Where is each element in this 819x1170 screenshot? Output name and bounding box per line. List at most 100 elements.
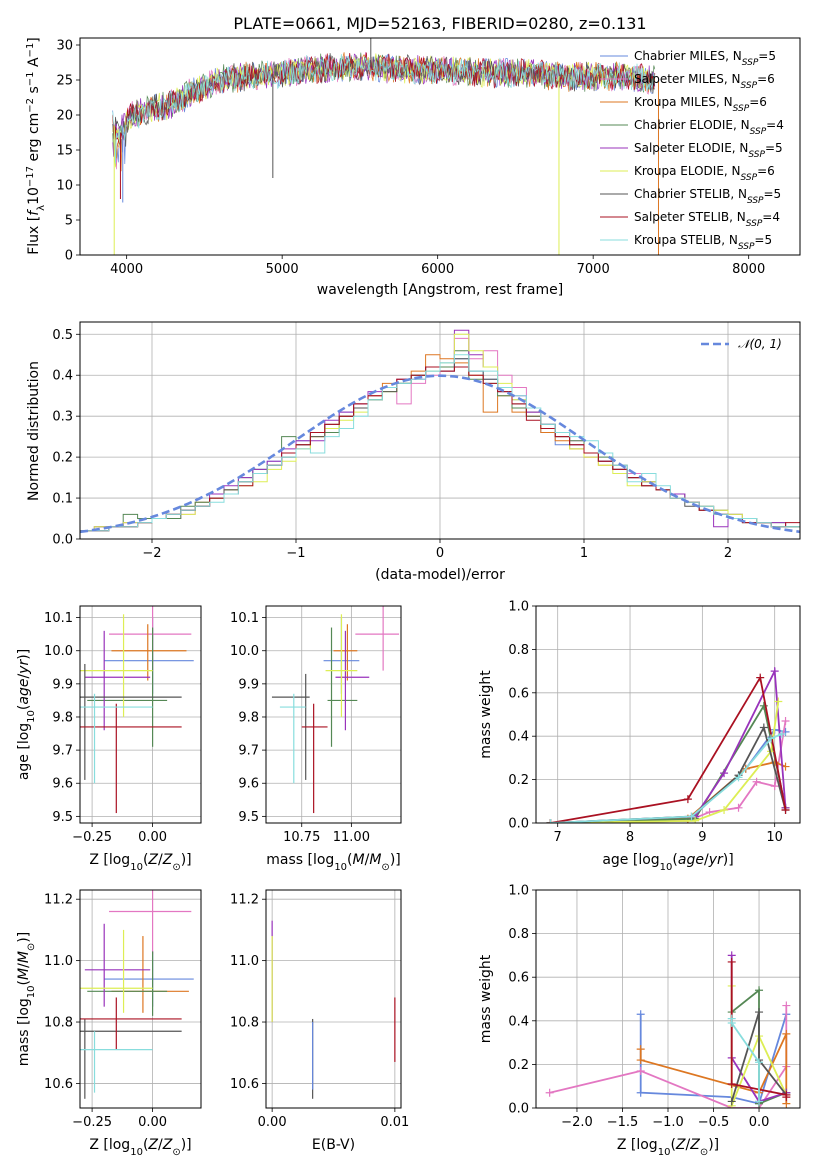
x-tick-label: 2 xyxy=(724,546,732,561)
legend-text: Salpeter ELODIE, N xyxy=(634,141,748,155)
legend-entry: Chabrier STELIB, NSSP=5 xyxy=(634,187,781,206)
label-part: wavelength [Angstrom, rest frame] xyxy=(317,282,563,298)
y-tick-label: 0.2 xyxy=(52,451,73,466)
mass-weight-marker xyxy=(727,1080,736,1089)
x-tick-label: 4000 xyxy=(110,262,143,277)
label-part: 10 xyxy=(130,1147,143,1158)
label-part: −1 xyxy=(25,43,36,58)
label-part: age xyxy=(16,679,32,705)
y-tick-label: 0.6 xyxy=(508,686,529,701)
x-axis-label: age [log10(age/yr)] xyxy=(602,852,733,873)
legend-suffix: =4 xyxy=(766,118,784,132)
label-part: yr xyxy=(708,852,724,868)
label-part: 10 xyxy=(130,862,143,873)
label-part: 10 xyxy=(26,187,42,205)
y-tick-label: 0.1 xyxy=(52,492,73,507)
y-axis-label: mass [log10(M/M⊙)] xyxy=(16,932,37,1067)
x-tick-label: 10.75 xyxy=(283,830,320,845)
mass-weight-marker xyxy=(636,1088,645,1097)
mass-weight-marker xyxy=(755,1058,764,1067)
label-part: / xyxy=(704,852,709,868)
y-tick-label: 0.5 xyxy=(52,328,73,343)
legend-suffix: =6 xyxy=(757,164,775,178)
mass-weight-marker xyxy=(770,782,779,791)
y-tick-label: 0.4 xyxy=(508,1014,529,1029)
x-tick-label: 5000 xyxy=(266,262,299,277)
x-axis-label: E(B-V) xyxy=(312,1137,355,1153)
label-part: Z [log xyxy=(89,1137,130,1153)
x-tick-label: −1.0 xyxy=(652,1115,684,1130)
label-part: ⊙ xyxy=(26,943,37,951)
residuals-chart: −2 −1 0 1 2 0.0 0.1 0.2 0.3 0.4 0.5 𝒩(0, 1) (data-mo… xyxy=(26,321,801,583)
label-part: ⊙ xyxy=(700,1147,708,1158)
label-part: / xyxy=(16,963,32,968)
x-tick-label: 7000 xyxy=(577,262,610,277)
y-tick-label: 11.0 xyxy=(44,954,73,969)
label-part: / xyxy=(686,1137,691,1153)
legend-sub: SSP xyxy=(733,104,750,114)
mass-weight-marker xyxy=(727,1018,736,1027)
y-tick-label: 0.2 xyxy=(508,1058,529,1073)
mass-weight-marker xyxy=(636,1010,645,1019)
label-part: mass weight xyxy=(478,670,494,759)
y-tick-label: 10.1 xyxy=(230,611,259,626)
legend-text: Chabrier MILES, N xyxy=(634,49,742,63)
mass-weight-marker xyxy=(755,986,764,995)
x-axis-label: (data-model)/error xyxy=(375,567,505,583)
x-tick-label: 0.00 xyxy=(138,830,167,845)
y-tick-label: 0 xyxy=(65,249,73,264)
x-tick-label: −2 xyxy=(142,546,161,561)
label-part: ( xyxy=(670,1137,675,1153)
label-part: Z xyxy=(162,852,173,868)
label-part: age [log xyxy=(16,723,32,780)
x-tick-label: −0.5 xyxy=(698,1115,730,1130)
y-tick-label: 10 xyxy=(56,179,73,194)
legend-entry: Salpeter MILES, NSSP=6 xyxy=(634,72,775,91)
legend-entry: Kroupa ELODIE, NSSP=6 xyxy=(634,164,775,183)
plot-area xyxy=(80,329,800,539)
mass-weight-marker xyxy=(756,673,765,682)
x-axis-label: Z [log10(Z/Z⊙)] xyxy=(89,1137,191,1158)
label-part: )] xyxy=(181,1137,192,1153)
mass-weight-marker xyxy=(770,667,779,676)
label-part: 10 xyxy=(334,862,347,873)
legend-suffix: =6 xyxy=(749,95,767,109)
label-part: Z [log xyxy=(617,1137,658,1153)
x-tick-label: 1 xyxy=(580,546,588,561)
legend-suffix: =4 xyxy=(762,210,780,224)
y-tick-label: 9.8 xyxy=(238,710,259,725)
mass-weight-marker xyxy=(691,816,700,823)
y-tick-label: 10.8 xyxy=(44,1016,73,1031)
label-part: M xyxy=(16,968,32,980)
label-part: / xyxy=(158,1137,163,1153)
label-part: M xyxy=(16,951,32,963)
y-tick-label: 0.2 xyxy=(508,773,529,788)
plot-area xyxy=(80,890,194,1099)
label-part: )] xyxy=(390,852,401,868)
y-tick-label: 5 xyxy=(65,214,73,229)
plot-area xyxy=(271,920,396,1099)
label-part: ( xyxy=(143,1137,148,1153)
legend-suffix: =5 xyxy=(764,187,782,201)
axes-frame xyxy=(535,605,801,824)
label-part: age [log xyxy=(602,852,659,868)
label-part: λ xyxy=(36,205,47,211)
y-axis-label: age [log10(age/yr)] xyxy=(16,649,37,780)
legend-text: Salpeter MILES, N xyxy=(634,72,741,86)
legend-sub: SSP xyxy=(750,127,767,137)
legend-sub: SSP xyxy=(746,219,763,229)
label-part: Z xyxy=(162,1137,173,1153)
x-tick-label: −1.5 xyxy=(607,1115,639,1130)
label-part: (data-model)/error xyxy=(375,567,505,583)
label-part: ( xyxy=(347,852,352,868)
mass-weight-marker xyxy=(782,1093,791,1102)
spectrum-chart: 4000 5000 6000 7000 8000 0 5 10 15 20 25 30 waveleng… xyxy=(25,37,801,298)
y-tick-label: 1.0 xyxy=(508,600,529,615)
x-tick-label: 0.00 xyxy=(258,1115,287,1130)
y-tick-label: 20 xyxy=(56,109,73,124)
mass-weight-marker xyxy=(727,1097,736,1106)
y-tick-label: 10.0 xyxy=(44,644,73,659)
legend-entry: Chabrier MILES, NSSP=5 xyxy=(634,49,776,68)
plot-area xyxy=(271,606,400,814)
